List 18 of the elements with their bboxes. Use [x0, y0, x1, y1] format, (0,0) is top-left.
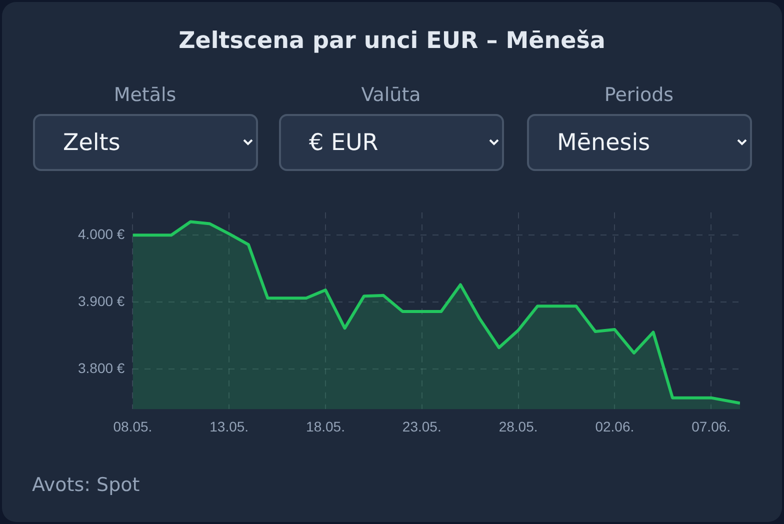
text: Avots: Spot	[32, 474, 140, 496]
x-tick-label: 13.05.	[210, 418, 249, 434]
text: Valūta	[360, 84, 422, 106]
x-tick-label: 08.05.	[113, 418, 152, 434]
text: Mēnesis	[527, 114, 752, 171]
text: € EUR	[279, 114, 504, 171]
y-tick-label: 3.800 €	[78, 360, 125, 376]
x-tick-label: 02.06.	[595, 418, 634, 434]
y-tick-label: 3.900 €	[78, 292, 125, 309]
chart-title: Zeltscena par unci EUR – Mēneša	[178, 28, 606, 54]
text: Zelts	[33, 114, 258, 171]
x-tick-label: 23.05.	[402, 418, 442, 434]
y-tick-label: 4.000 €	[78, 226, 125, 242]
x-tick-label: 07.06.	[692, 418, 731, 434]
x-tick-label: 18.05.	[306, 418, 345, 434]
text: Periods	[603, 84, 675, 106]
x-tick-label: 28.05.	[498, 418, 538, 434]
text: Metāls	[112, 84, 178, 106]
